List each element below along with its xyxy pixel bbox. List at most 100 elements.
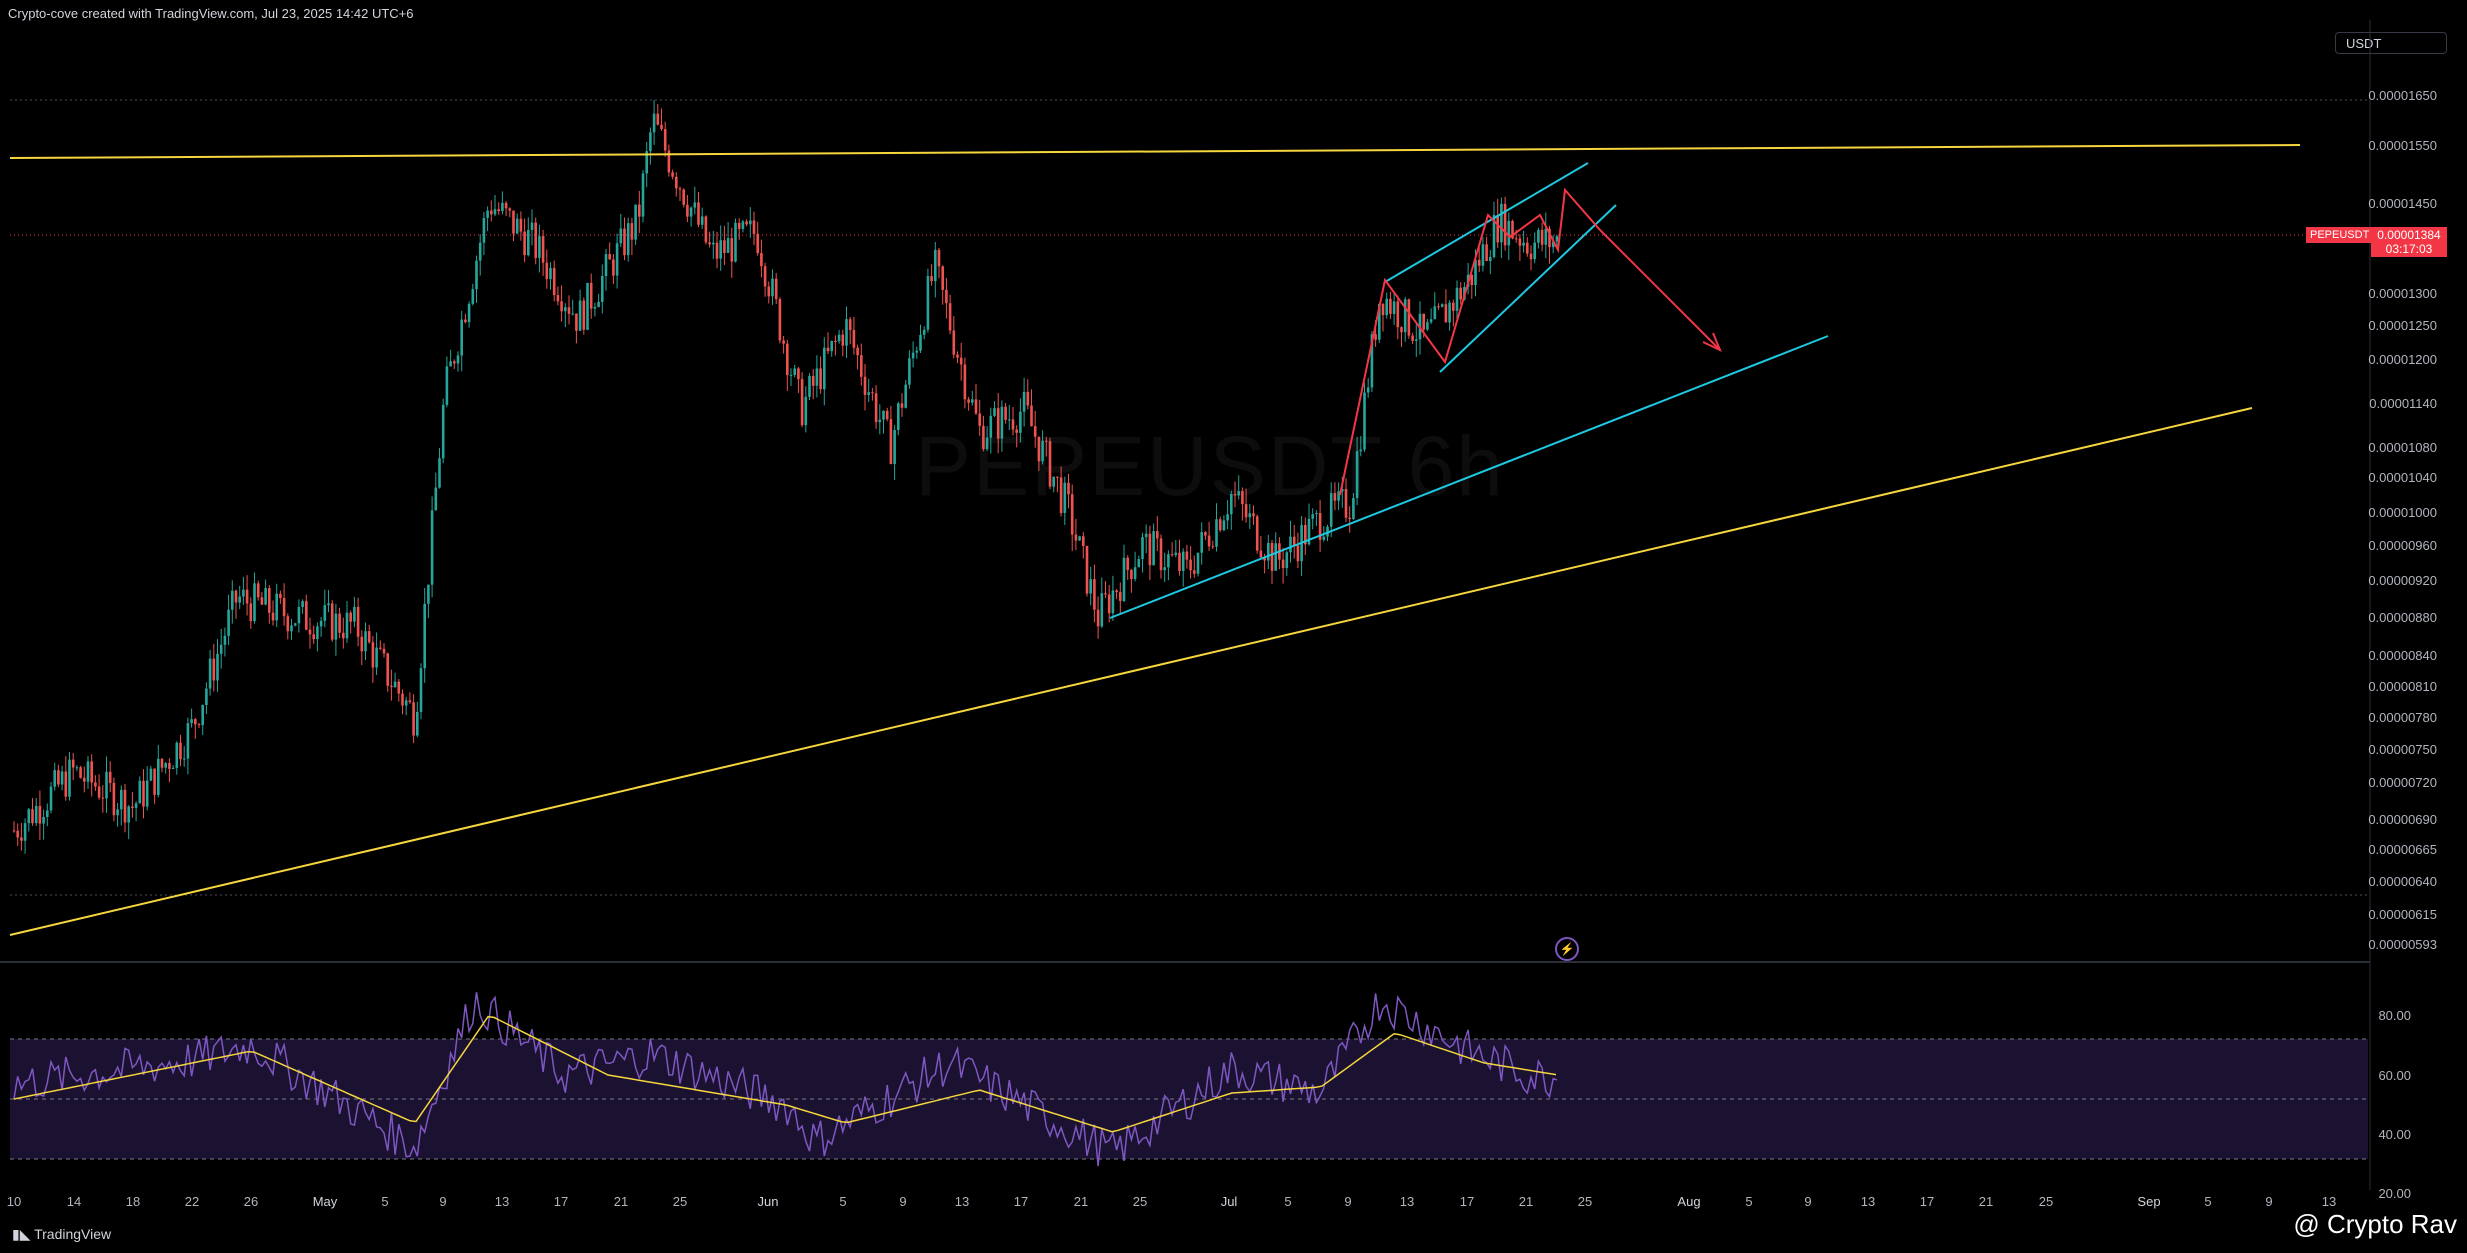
candle-body: [20, 837, 23, 841]
candle-body: [312, 634, 315, 640]
time-tick-label: 13: [954, 1194, 970, 1209]
candle-body: [456, 355, 460, 364]
candle-body: [671, 172, 674, 177]
time-tick-label: 21: [1073, 1194, 1089, 1209]
candle-body: [630, 223, 634, 240]
candle-body: [1033, 426, 1037, 437]
tradingview-logo-text: TradingView: [34, 1226, 112, 1242]
candle-body: [408, 700, 412, 703]
lightning-icon[interactable]: ⚡: [1555, 937, 1579, 961]
time-tick-label: May: [312, 1194, 338, 1209]
tradingview-logo[interactable]: ▮◣ TradingView: [12, 1226, 111, 1243]
candle-body: [212, 658, 216, 681]
candle-body: [1052, 476, 1055, 487]
time-tick-label: 9: [1344, 1194, 1352, 1209]
candle-body: [1137, 559, 1141, 568]
candle-body: [1181, 551, 1185, 572]
time-tick-label: 13: [1860, 1194, 1876, 1209]
time-tick-label: 9: [439, 1194, 447, 1209]
candle-body: [1233, 494, 1237, 496]
candle-body: [430, 510, 434, 585]
candle-body: [134, 803, 138, 808]
candle-body: [1400, 327, 1403, 333]
candle-body: [49, 786, 53, 811]
candle-body: [482, 217, 486, 243]
candle-body: [1259, 550, 1263, 558]
candle-body: [1141, 537, 1144, 560]
candle-body: [245, 589, 249, 604]
candle-body: [589, 282, 593, 309]
candle-body: [1355, 451, 1359, 499]
candle-body: [116, 809, 119, 816]
candle-body: [856, 347, 859, 356]
candle-body: [453, 361, 456, 364]
candle-body: [530, 222, 534, 230]
candle-body: [719, 240, 722, 259]
candle-body: [1070, 494, 1074, 535]
candle-body: [1004, 406, 1007, 420]
price-tick-label: 0.00001000: [2368, 505, 2437, 520]
candlestick-series: [12, 99, 1559, 854]
candle-body: [604, 254, 608, 277]
candle-body: [353, 606, 356, 622]
candle-body: [186, 723, 190, 759]
candle-body: [342, 632, 345, 639]
candle-body: [649, 132, 652, 152]
candle-body: [1185, 551, 1189, 560]
candle-body: [238, 596, 241, 603]
candle-body: [108, 771, 112, 783]
candle-body: [75, 767, 79, 769]
candle-body: [34, 805, 38, 824]
currency-button[interactable]: USDT: [2335, 32, 2447, 54]
rsi-series: [13, 992, 1558, 1167]
candle-body: [885, 410, 889, 420]
wedge-lower-line: [1439, 204, 1617, 373]
price-tick-label: 0.00000920: [2368, 573, 2437, 588]
candle-body: [1130, 569, 1133, 580]
candle-body: [871, 392, 874, 394]
candle-body: [1426, 322, 1429, 330]
candle-body: [97, 786, 101, 798]
candle-body: [889, 419, 893, 464]
candle-body: [852, 329, 856, 348]
candle-body: [1315, 512, 1318, 515]
candle-body: [863, 376, 867, 395]
candle-body: [94, 782, 97, 787]
candle-body: [1093, 579, 1096, 610]
candle-body: [1056, 476, 1059, 478]
candle-body: [860, 355, 863, 377]
candle-body: [1489, 257, 1492, 261]
candle-body: [404, 700, 408, 706]
time-tick-label: 13: [2321, 1194, 2337, 1209]
candle-body: [367, 631, 371, 643]
price-tick-label: 0.00001650: [2368, 88, 2437, 103]
candle-body: [1348, 517, 1351, 520]
candle-body: [959, 357, 963, 365]
candle-body: [412, 702, 415, 736]
candle-body: [264, 588, 267, 605]
candle-body: [1030, 405, 1033, 427]
candle-body: [64, 771, 68, 797]
candle-body: [112, 782, 116, 816]
candle-body: [397, 681, 401, 694]
candle-body: [371, 642, 375, 668]
price-tick-label: 0.00000880: [2368, 610, 2437, 625]
candle-body: [1133, 567, 1137, 580]
candle-body: [1496, 214, 1499, 243]
candle-body: [290, 625, 293, 632]
candle-body: [260, 597, 264, 605]
candle-body: [985, 437, 989, 450]
candle-body: [1270, 542, 1274, 571]
candle-body: [145, 780, 149, 807]
candle-body: [948, 303, 952, 331]
candle-body: [1041, 440, 1044, 462]
candle-body: [904, 384, 907, 408]
candle-body: [1285, 552, 1289, 569]
candle-body: [16, 830, 19, 838]
candle-body: [612, 259, 615, 276]
time-tick-label: 26: [243, 1194, 259, 1209]
candle-body: [46, 810, 49, 817]
price-tick-label: 0.00001040: [2368, 470, 2437, 485]
candle-body: [993, 408, 996, 416]
